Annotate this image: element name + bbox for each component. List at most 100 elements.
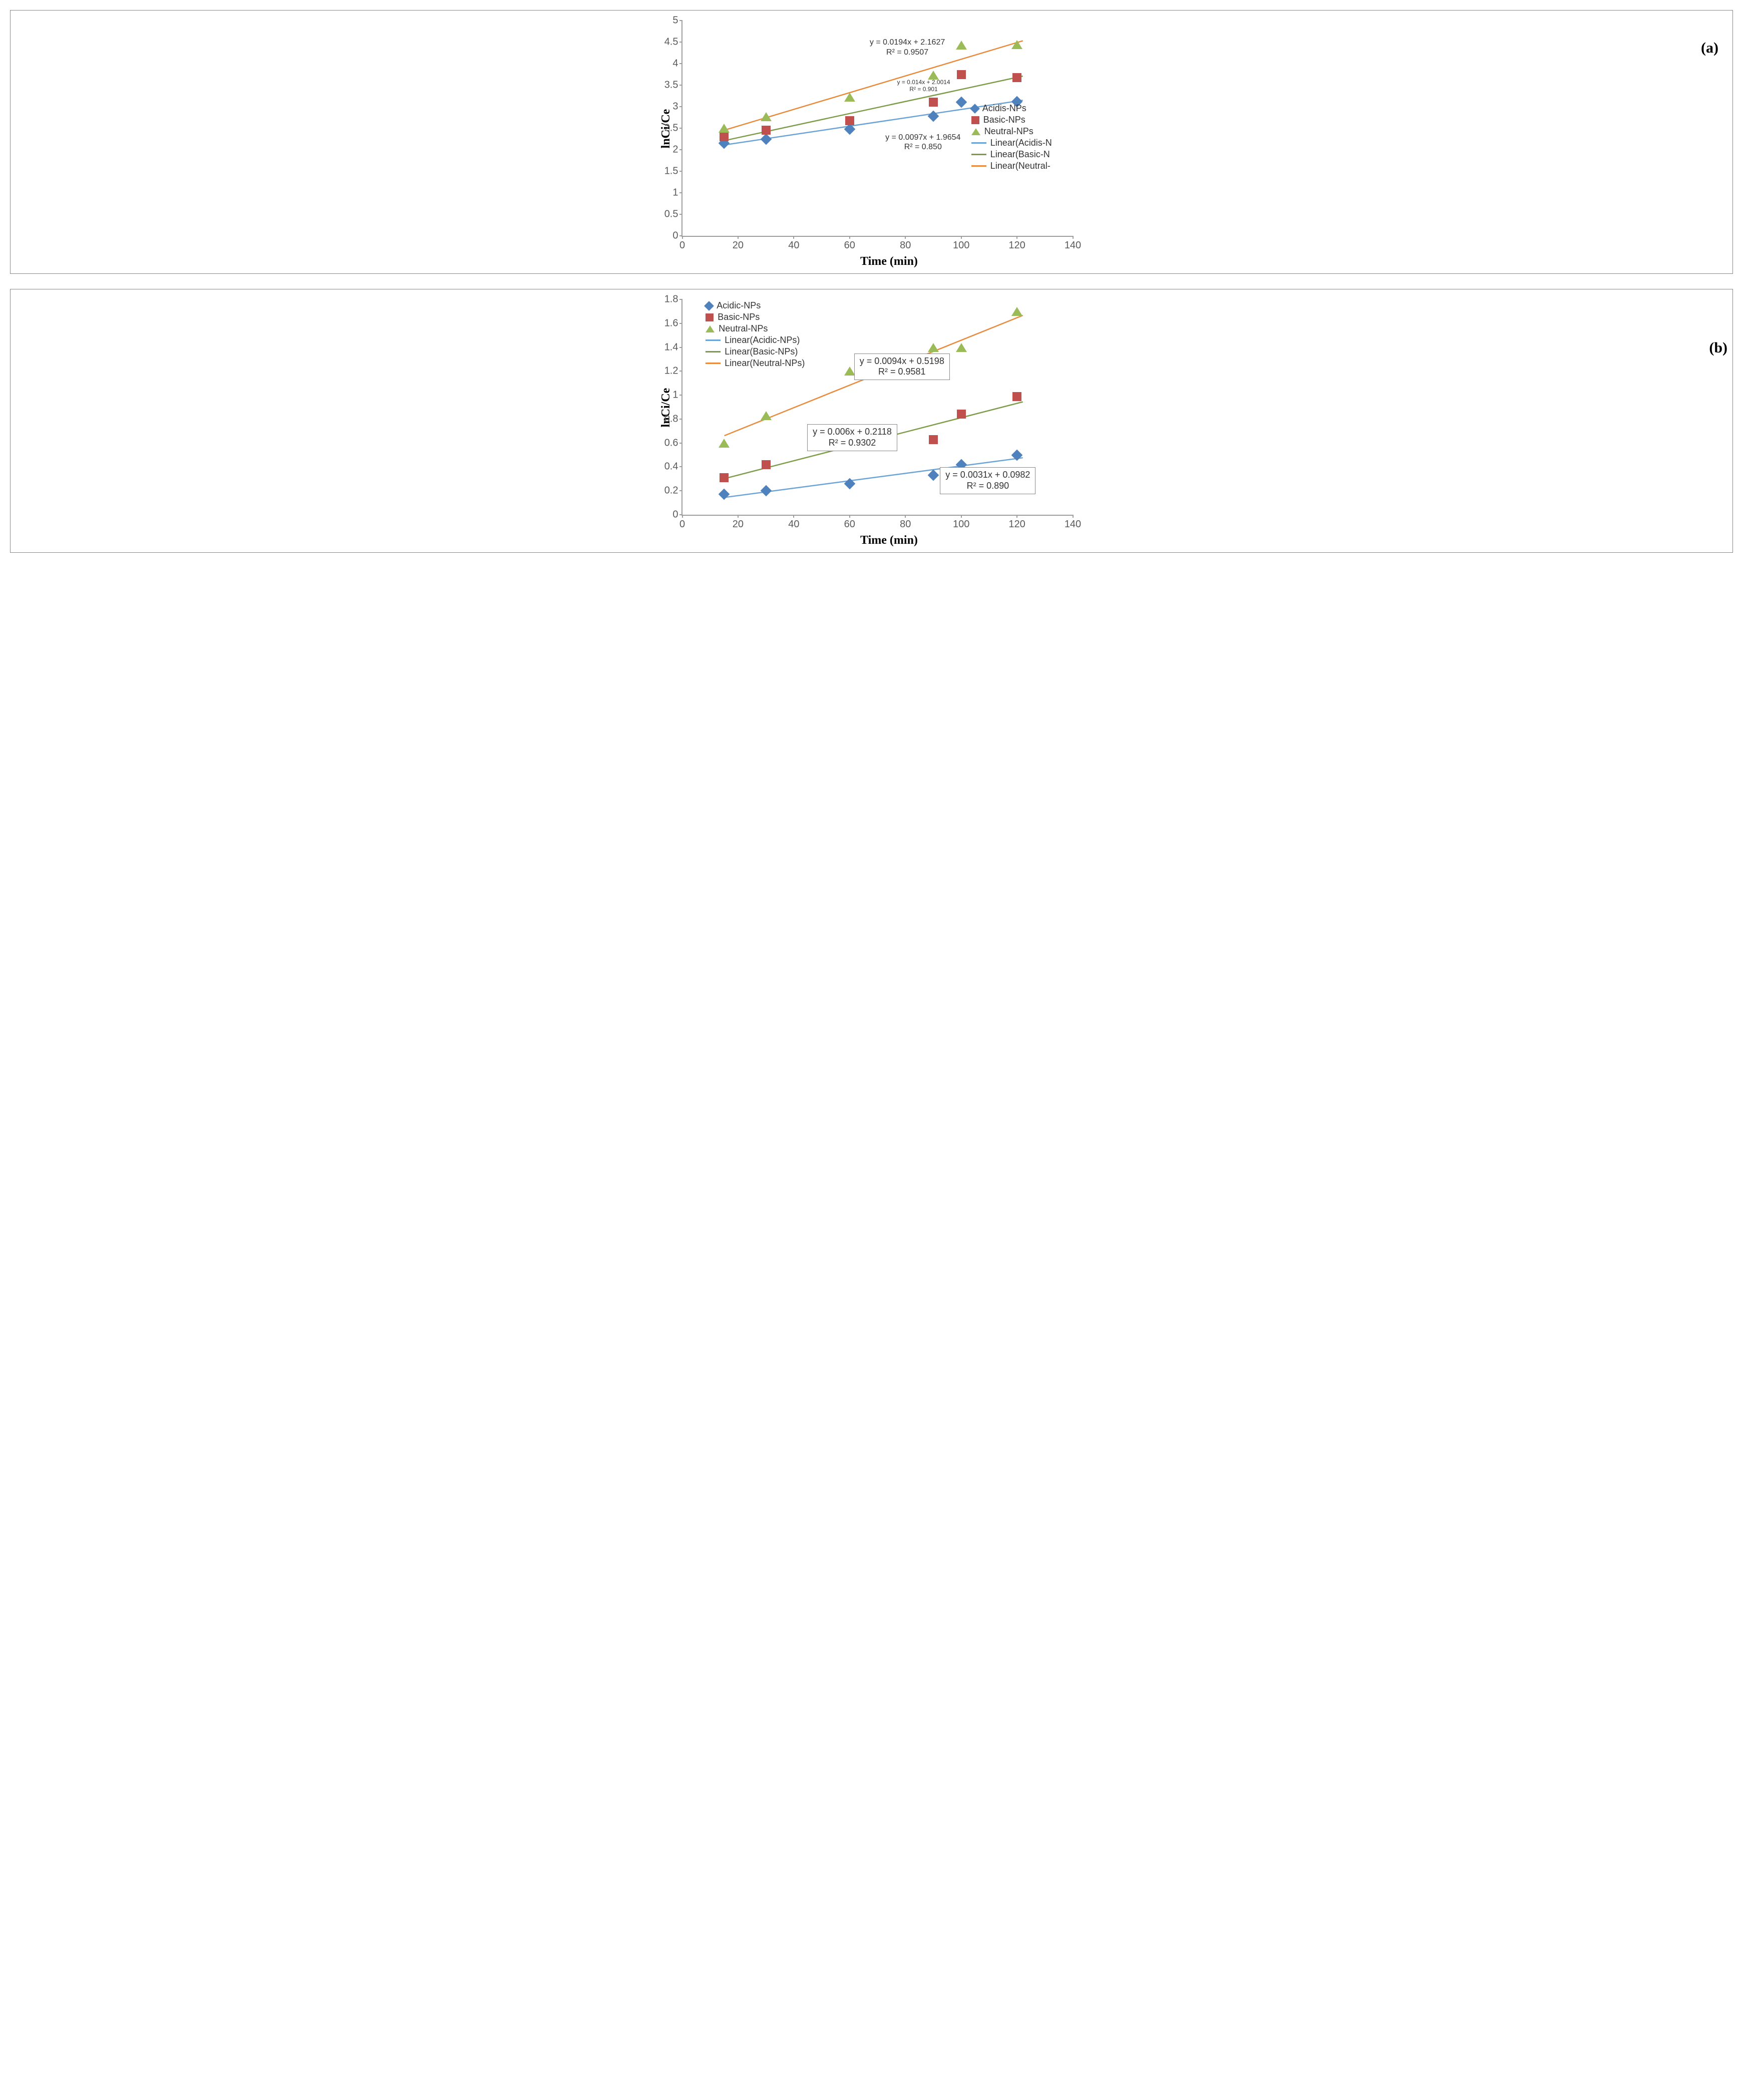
marker-basic (1012, 73, 1021, 82)
legend-item: Basic-NPs (971, 115, 1052, 125)
xtick-label: 120 (1008, 519, 1025, 530)
legend-square-icon (971, 116, 979, 124)
legend-label: Acidis-NPs (982, 103, 1026, 114)
ytick-label: 0 (672, 509, 678, 521)
marker-basic (929, 98, 938, 107)
chart-b-wrap: lnCi/Ce 00.20.40.60.811.21.41.61.8020406… (646, 294, 1097, 547)
ytick-label: 2.5 (664, 123, 678, 134)
ytick-label: 0 (672, 230, 678, 242)
marker-acidic (955, 97, 967, 108)
ytick-label: 1.4 (664, 341, 678, 353)
marker-neutral (928, 343, 939, 352)
ytick-label: 0.5 (664, 209, 678, 220)
xtick-label: 100 (953, 519, 969, 530)
legend-diamond-icon (970, 104, 980, 114)
xtick-label: 60 (844, 519, 855, 530)
chart-panel-a: lnCi/Ce 00.511.522.533.544.5502040608010… (10, 10, 1733, 274)
equation-acidic: y = 0.0031x + 0.0982R² = 0.890 (940, 467, 1035, 494)
legend-item: Linear(Acidis-N (971, 138, 1052, 148)
legend-diamond-icon (704, 301, 714, 311)
xtick-label: 40 (788, 519, 799, 530)
ytick-label: 5 (672, 15, 678, 27)
chart-a-wrap: lnCi/Ce 00.511.522.533.544.5502040608010… (646, 16, 1097, 268)
chart-a-plot: 00.511.522.533.544.55020406080100120140y… (681, 21, 1073, 237)
ytick-label: 1 (672, 187, 678, 199)
xtick-label: 80 (900, 519, 911, 530)
xtick-label: 120 (1008, 240, 1025, 251)
ytick-label: 2 (672, 144, 678, 156)
marker-basic (762, 126, 771, 135)
legend-line-icon (971, 154, 986, 155)
chart-b-plot: 00.20.40.60.811.21.41.61.802040608010012… (681, 299, 1073, 516)
marker-acidic (928, 111, 939, 122)
legend-label: Basic-NPs (718, 312, 760, 322)
xtick-label: 80 (900, 240, 911, 251)
marker-acidic (719, 489, 730, 500)
marker-neutral (761, 411, 772, 420)
marker-neutral (956, 343, 967, 352)
marker-basic (762, 460, 771, 469)
legend-item: Linear(Neutral- (971, 161, 1052, 171)
xtick-label: 20 (733, 240, 744, 251)
legend-label: Basic-NPs (983, 115, 1025, 125)
legend-square-icon (706, 313, 714, 321)
marker-acidic (1011, 449, 1023, 461)
legend-line-icon (706, 339, 721, 341)
marker-basic (929, 435, 938, 444)
ytick-label: 0.4 (664, 461, 678, 473)
chart-panel-b: lnCi/Ce 00.20.40.60.811.21.41.61.8020406… (10, 289, 1733, 553)
legend-item: Linear(Basic-NPs) (706, 346, 805, 357)
equation-basic: y = 0.006x + 0.2118R² = 0.9302 (807, 424, 897, 451)
legend-label: Linear(Neutral- (990, 161, 1051, 171)
xtick-label: 0 (679, 519, 685, 530)
ytick-label: 4 (672, 58, 678, 70)
equation-neutral: y = 0.0094x + 0.5198R² = 0.9581 (854, 354, 950, 380)
legend-line-icon (706, 351, 721, 353)
legend-label: Linear(Basic-N (990, 149, 1050, 160)
marker-basic (957, 410, 966, 419)
legend-line-icon (706, 363, 721, 364)
marker-neutral (1011, 40, 1022, 49)
legend-line-icon (971, 142, 986, 144)
marker-basic (957, 70, 966, 79)
ytick-label: 1 (672, 390, 678, 401)
marker-acidic (760, 133, 772, 145)
marker-basic (1012, 392, 1021, 401)
marker-basic (720, 132, 729, 141)
legend-item: Linear(Acidic-NPs) (706, 335, 805, 345)
legend-triangle-icon (706, 325, 715, 332)
marker-neutral (761, 112, 772, 121)
marker-neutral (719, 439, 730, 448)
legend-label: Linear(Neutral-NPs) (725, 358, 805, 369)
xtick-label: 140 (1065, 240, 1081, 251)
marker-acidic (760, 485, 772, 497)
xtick-label: 140 (1065, 519, 1081, 530)
ytick-label: 3 (672, 101, 678, 113)
xtick-label: 40 (788, 240, 799, 251)
ytick-label: 0.6 (664, 437, 678, 449)
xtick-label: 20 (733, 519, 744, 530)
legend-item: Linear(Basic-N (971, 149, 1052, 160)
ytick-label: 0.8 (664, 413, 678, 425)
ytick-label: 1.6 (664, 317, 678, 329)
xtick-label: 0 (679, 240, 685, 251)
marker-acidic (844, 478, 855, 490)
legend-label: Linear(Acidis-N (990, 138, 1052, 148)
marker-basic (845, 116, 854, 125)
ytick-label: 1.5 (664, 166, 678, 177)
ytick-label: 4.5 (664, 37, 678, 48)
marker-basic (720, 473, 729, 482)
legend-line-icon (971, 165, 986, 167)
legend-item: Neutral-NPs (706, 323, 805, 334)
equation-basic: y = 0.014x + 2.0014R² = 0.901 (897, 79, 950, 93)
legend: Acidic-NPsBasic-NPsNeutral-NPsLinear(Aci… (706, 299, 805, 370)
legend-label: Acidic-NPs (717, 300, 761, 311)
chart-a-xlabel: Time (min) (681, 255, 1097, 268)
ytick-label: 1.2 (664, 366, 678, 377)
marker-acidic (928, 470, 939, 481)
legend: Acidis-NPsBasic-NPsNeutral-NPsLinear(Aci… (971, 102, 1052, 172)
equation-neutral: y = 0.0194x + 2.1627R² = 0.9507 (870, 38, 945, 57)
panel-b-label: (b) (1709, 339, 1727, 357)
ytick-label: 3.5 (664, 80, 678, 91)
xtick-label: 60 (844, 240, 855, 251)
